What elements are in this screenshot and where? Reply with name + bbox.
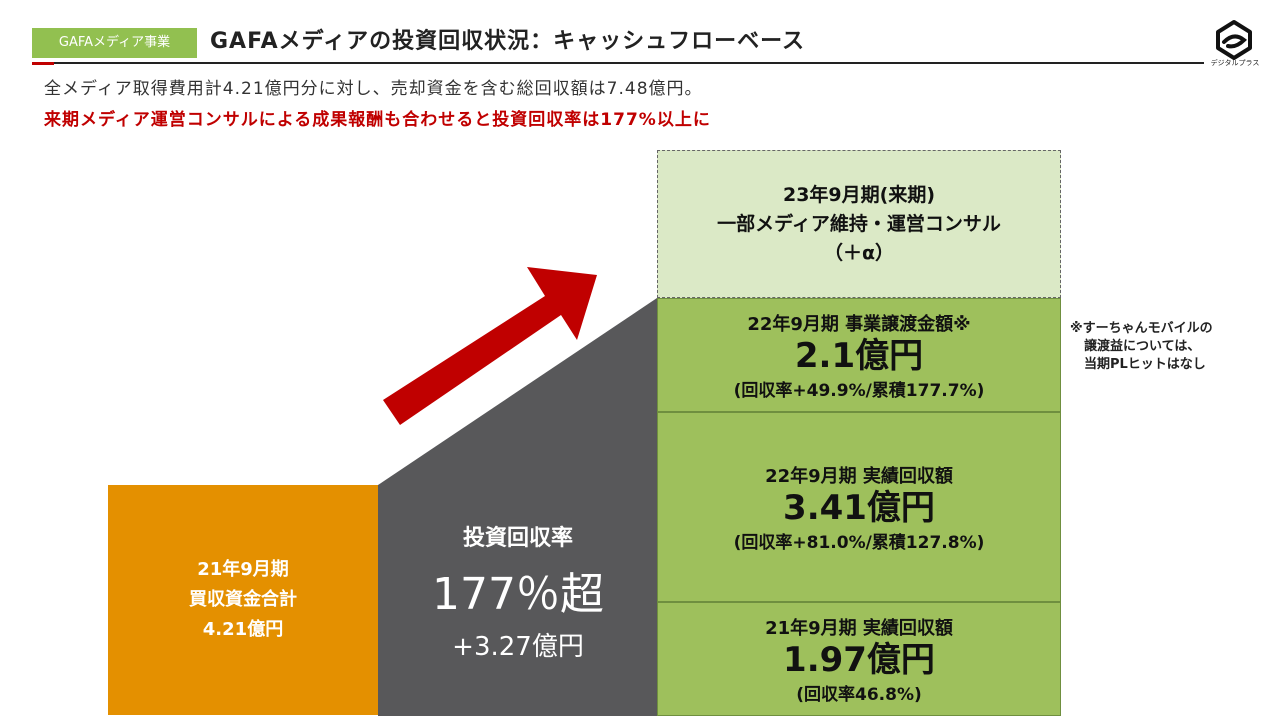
- footnote-line: 譲渡益については、: [1084, 339, 1201, 354]
- future-block: 23年9月期(来期) 一部メディア維持・運営コンサル （＋α）: [657, 150, 1061, 298]
- summary-line: 全メディア取得費用計4.21億円分に対し、売却資金を含む総回収額は7.48億円。: [44, 79, 703, 99]
- company-logo-icon: [1216, 20, 1252, 60]
- footnote-line: 当期PLヒットはなし: [1084, 357, 1206, 372]
- section-tag: GAFAメディア事業: [32, 28, 197, 58]
- future-extra: （＋α）: [823, 241, 895, 264]
- future-description: 一部メディア維持・運営コンサル: [717, 212, 1001, 235]
- transfer-title: 22年9月期 事業譲渡金額※: [747, 313, 971, 335]
- title-divider-accent: [32, 62, 54, 65]
- page-title: GAFAメディアの投資回収状況：キャッシュフローベース: [210, 29, 805, 54]
- investment-period: 21年9月期: [197, 559, 289, 580]
- fy21-detail: (回収率46.8%): [796, 684, 922, 705]
- recovery-rate-text: 投資回収率 177％超 +3.27億円: [378, 520, 658, 663]
- highlight-line: 来期メディア運営コンサルによる成果報酬も合わせると投資回収率は177%以上に: [44, 110, 711, 130]
- transfer-block: 22年9月期 事業譲渡金額※ 2.1億円 (回収率+49.9%/累積177.7%…: [657, 298, 1061, 412]
- fy22-title: 22年9月期 実績回収額: [765, 465, 953, 487]
- fy21-title: 21年9月期 実績回収額: [765, 617, 953, 639]
- logo-text: デジタルプラス: [1210, 59, 1260, 67]
- future-period: 23年9月期(来期): [782, 183, 936, 206]
- fy21-block: 21年9月期 実績回収額 1.97億円 (回収率46.8%): [657, 602, 1061, 716]
- footnote-line: ※すーちゃんモバイルの: [1070, 321, 1213, 336]
- recovery-rate-label: 投資回収率: [462, 526, 573, 551]
- fy22-detail: (回収率+81.0%/累積127.8%): [733, 532, 985, 553]
- title-divider: [32, 62, 1204, 64]
- fy22-value: 3.41億円: [783, 487, 935, 528]
- investment-amount: 4.21億円: [202, 619, 284, 640]
- growth-arrow-icon: [383, 267, 597, 425]
- footnote: ※すーちゃんモバイルの 譲渡益については、 当期PLヒットはなし: [1070, 320, 1270, 374]
- investment-block: 21年9月期 買収資金合計 4.21億円: [108, 485, 378, 715]
- recovery-amount: +3.27億円: [452, 632, 584, 662]
- fy21-value: 1.97億円: [783, 639, 935, 680]
- investment-label: 買収資金合計: [189, 589, 297, 610]
- recovery-rate-block: [378, 298, 657, 716]
- transfer-detail: (回収率+49.9%/累積177.7%): [733, 380, 985, 401]
- fy22-block: 22年9月期 実績回収額 3.41億円 (回収率+81.0%/累積127.8%): [657, 412, 1061, 602]
- transfer-value: 2.1億円: [794, 335, 924, 376]
- recovery-rate-value: 177％超: [432, 569, 604, 620]
